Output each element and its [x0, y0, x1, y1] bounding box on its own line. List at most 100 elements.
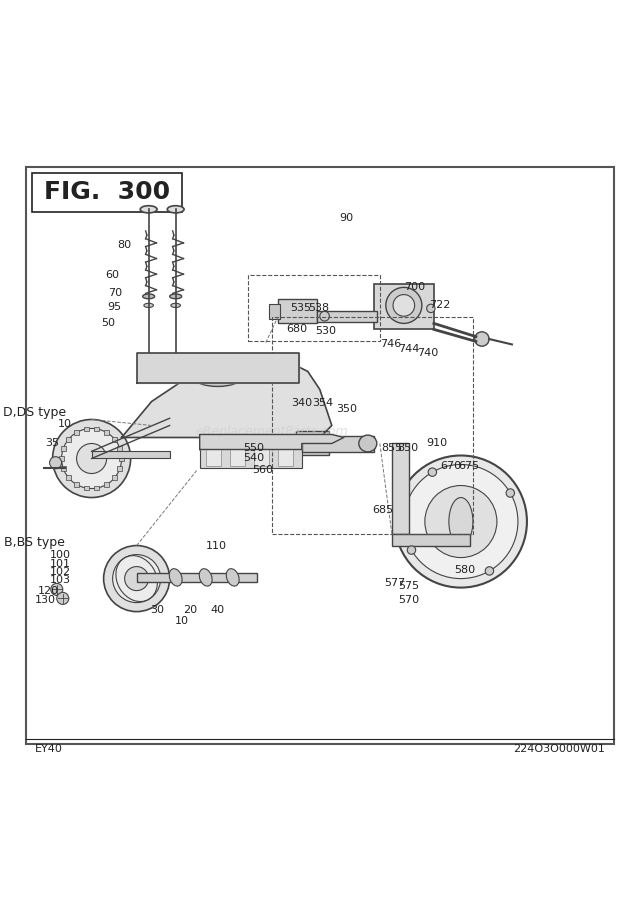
Bar	[119, 456, 124, 461]
Bar	[66, 475, 71, 480]
Bar	[112, 437, 117, 441]
Circle shape	[113, 555, 161, 603]
Bar	[302, 436, 374, 452]
Bar	[317, 311, 377, 321]
Text: 550: 550	[243, 443, 264, 453]
Bar	[92, 451, 170, 459]
Bar	[117, 446, 122, 450]
Bar	[84, 485, 89, 490]
Bar	[296, 431, 329, 455]
Polygon shape	[200, 435, 344, 450]
Circle shape	[425, 485, 497, 557]
Text: 40: 40	[211, 605, 225, 615]
Circle shape	[57, 593, 69, 605]
Text: 224O3O000W01: 224O3O000W01	[513, 744, 605, 753]
Ellipse shape	[199, 569, 212, 586]
Text: eReplacementParts.com: eReplacementParts.com	[195, 425, 348, 438]
Text: 746: 746	[380, 340, 401, 350]
Circle shape	[393, 294, 415, 317]
Circle shape	[125, 567, 149, 591]
Text: 535: 535	[290, 304, 311, 314]
Text: B,BS type: B,BS type	[4, 536, 65, 549]
Text: 910: 910	[427, 438, 448, 449]
Text: 675: 675	[458, 462, 479, 472]
Bar	[74, 482, 79, 487]
Circle shape	[475, 331, 489, 346]
Ellipse shape	[143, 294, 154, 299]
Text: 580: 580	[454, 565, 476, 575]
Text: 50: 50	[102, 318, 115, 329]
Bar	[278, 449, 293, 466]
Text: 100: 100	[50, 549, 71, 559]
Text: 30: 30	[151, 605, 165, 615]
Text: 103: 103	[50, 575, 71, 585]
Bar	[32, 174, 182, 212]
Polygon shape	[122, 359, 332, 438]
Text: 35: 35	[46, 438, 60, 449]
Bar	[61, 466, 66, 471]
Ellipse shape	[167, 206, 184, 213]
Text: 855: 855	[381, 443, 402, 453]
Bar	[272, 318, 473, 533]
Text: 110: 110	[206, 541, 227, 550]
Bar	[254, 449, 268, 466]
Text: 560: 560	[252, 465, 273, 475]
Bar	[268, 305, 280, 318]
Circle shape	[53, 419, 131, 497]
Circle shape	[320, 311, 329, 321]
Bar	[136, 573, 257, 581]
Circle shape	[187, 354, 195, 363]
Text: 685: 685	[372, 505, 393, 514]
Text: D,DS type: D,DS type	[3, 406, 66, 419]
Bar	[104, 430, 109, 435]
Text: 680: 680	[286, 324, 308, 334]
Circle shape	[77, 443, 107, 473]
Bar	[94, 426, 99, 431]
Circle shape	[506, 489, 515, 497]
Bar	[94, 485, 99, 490]
Bar	[104, 482, 109, 487]
Bar	[206, 449, 221, 466]
Ellipse shape	[140, 206, 157, 213]
Text: EY40: EY40	[35, 744, 63, 753]
Text: 10: 10	[175, 616, 188, 626]
Text: 538: 538	[308, 304, 329, 314]
Bar	[117, 466, 122, 471]
Circle shape	[244, 354, 252, 363]
Ellipse shape	[449, 497, 473, 545]
Circle shape	[407, 545, 415, 555]
Text: 575: 575	[398, 581, 419, 592]
Bar	[74, 430, 79, 435]
Circle shape	[386, 287, 422, 323]
Text: 20: 20	[184, 605, 198, 615]
Bar	[59, 456, 64, 461]
Text: 60: 60	[105, 270, 120, 281]
Text: 670: 670	[440, 462, 461, 472]
Text: 350: 350	[336, 403, 357, 414]
Ellipse shape	[226, 569, 239, 586]
Circle shape	[174, 354, 183, 363]
Ellipse shape	[170, 294, 182, 299]
Bar	[374, 284, 434, 330]
Bar	[392, 533, 470, 545]
Text: 95: 95	[107, 302, 122, 312]
Text: 80: 80	[118, 240, 131, 250]
Text: 577: 577	[384, 578, 405, 588]
Text: 70: 70	[108, 288, 123, 298]
Text: 850: 850	[397, 443, 419, 453]
Circle shape	[280, 354, 288, 363]
Text: 340: 340	[291, 398, 312, 408]
Text: 530: 530	[316, 326, 336, 336]
Text: FIG.  300: FIG. 300	[43, 181, 170, 205]
Text: 570: 570	[398, 594, 419, 605]
Polygon shape	[136, 354, 299, 383]
Ellipse shape	[306, 438, 321, 450]
Text: 10: 10	[58, 419, 71, 429]
Text: 540: 540	[243, 453, 264, 463]
Bar	[278, 299, 317, 323]
Text: 722: 722	[429, 300, 451, 310]
Circle shape	[428, 468, 436, 476]
Bar	[84, 426, 89, 431]
Ellipse shape	[359, 435, 377, 452]
Ellipse shape	[171, 304, 180, 307]
